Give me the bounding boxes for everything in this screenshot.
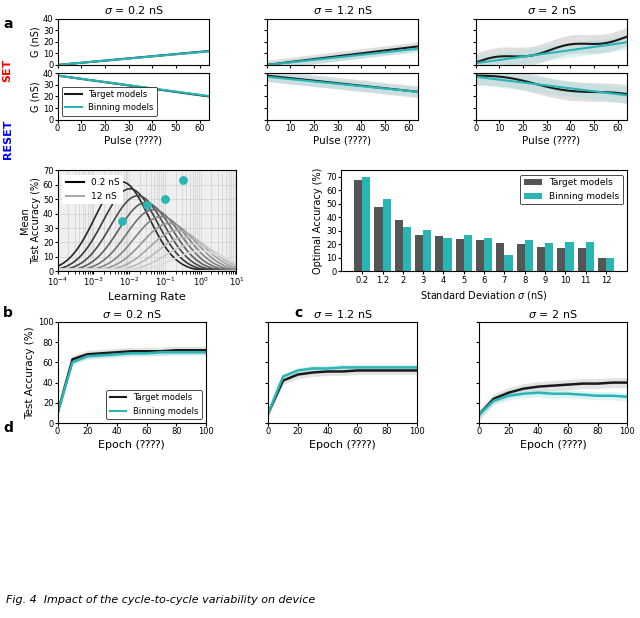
Text: a: a <box>3 17 13 32</box>
Title: $\sigma$ = 0.2 nS: $\sigma$ = 0.2 nS <box>104 4 163 16</box>
Bar <box>403 227 411 271</box>
X-axis label: Pulse (⁇⁇): Pulse (⁇⁇) <box>522 135 580 146</box>
Bar <box>464 235 472 271</box>
Bar <box>537 247 545 271</box>
Bar <box>578 248 586 271</box>
Y-axis label: Mean
Test Accuracy (%): Mean Test Accuracy (%) <box>20 177 42 265</box>
Text: SET: SET <box>3 58 13 82</box>
Point <box>178 176 188 185</box>
Bar <box>456 239 464 271</box>
X-axis label: Epoch (⁇⁇): Epoch (⁇⁇) <box>520 441 586 451</box>
Y-axis label: G (nS): G (nS) <box>30 27 40 57</box>
Bar <box>362 177 371 271</box>
Text: RESET: RESET <box>3 119 13 159</box>
Bar <box>383 198 390 271</box>
X-axis label: Epoch (⁇⁇): Epoch (⁇⁇) <box>99 441 165 451</box>
X-axis label: Pulse (⁇⁇): Pulse (⁇⁇) <box>314 135 371 146</box>
Bar <box>444 238 452 271</box>
Bar <box>497 243 504 271</box>
Bar <box>476 240 484 271</box>
Legend: Target models, Binning models: Target models, Binning models <box>520 175 623 205</box>
Bar <box>516 244 525 271</box>
Title: $\sigma$ = 2 nS: $\sigma$ = 2 nS <box>528 308 578 320</box>
Bar <box>374 206 383 271</box>
Bar <box>484 238 492 271</box>
Bar <box>504 255 513 271</box>
Text: Fig. 4  Impact of the cycle-to-cycle variability on device: Fig. 4 Impact of the cycle-to-cycle vari… <box>6 595 316 604</box>
Legend: 0.2 nS, 12 nS: 0.2 nS, 12 nS <box>62 175 124 205</box>
Legend: Target models, Binning models: Target models, Binning models <box>62 87 157 116</box>
Bar <box>586 242 594 271</box>
Bar <box>395 220 403 271</box>
Point <box>142 200 152 210</box>
Bar <box>565 242 573 271</box>
Text: d: d <box>3 421 13 436</box>
Y-axis label: Test Accuracy (%): Test Accuracy (%) <box>25 326 35 419</box>
Title: $\sigma$ = 2 nS: $\sigma$ = 2 nS <box>527 4 576 16</box>
Title: $\sigma$ = 1.2 nS: $\sigma$ = 1.2 nS <box>312 308 372 320</box>
Bar <box>354 180 362 271</box>
Y-axis label: G (nS): G (nS) <box>30 81 40 112</box>
Point <box>117 216 127 226</box>
X-axis label: Standard Deviation $\sigma$ (nS): Standard Deviation $\sigma$ (nS) <box>420 289 548 302</box>
Text: c: c <box>294 306 303 320</box>
Bar <box>598 258 606 271</box>
Bar <box>415 235 423 271</box>
Text: b: b <box>3 306 13 320</box>
Bar <box>606 258 614 271</box>
Bar <box>557 248 565 271</box>
X-axis label: Pulse (⁇⁇): Pulse (⁇⁇) <box>104 135 163 146</box>
Y-axis label: Optimal Accuracy (%): Optimal Accuracy (%) <box>314 167 323 274</box>
Legend: Target models, Binning models: Target models, Binning models <box>106 390 202 419</box>
X-axis label: Learning Rate: Learning Rate <box>108 292 186 302</box>
Bar <box>545 243 553 271</box>
Title: $\sigma$ = 1.2 nS: $\sigma$ = 1.2 nS <box>312 4 372 16</box>
Bar <box>525 240 533 271</box>
Bar <box>435 236 444 271</box>
Point <box>160 194 170 204</box>
X-axis label: Epoch (⁇⁇): Epoch (⁇⁇) <box>309 441 376 451</box>
Title: $\sigma$ = 0.2 nS: $\sigma$ = 0.2 nS <box>102 308 161 320</box>
Bar <box>423 229 431 271</box>
